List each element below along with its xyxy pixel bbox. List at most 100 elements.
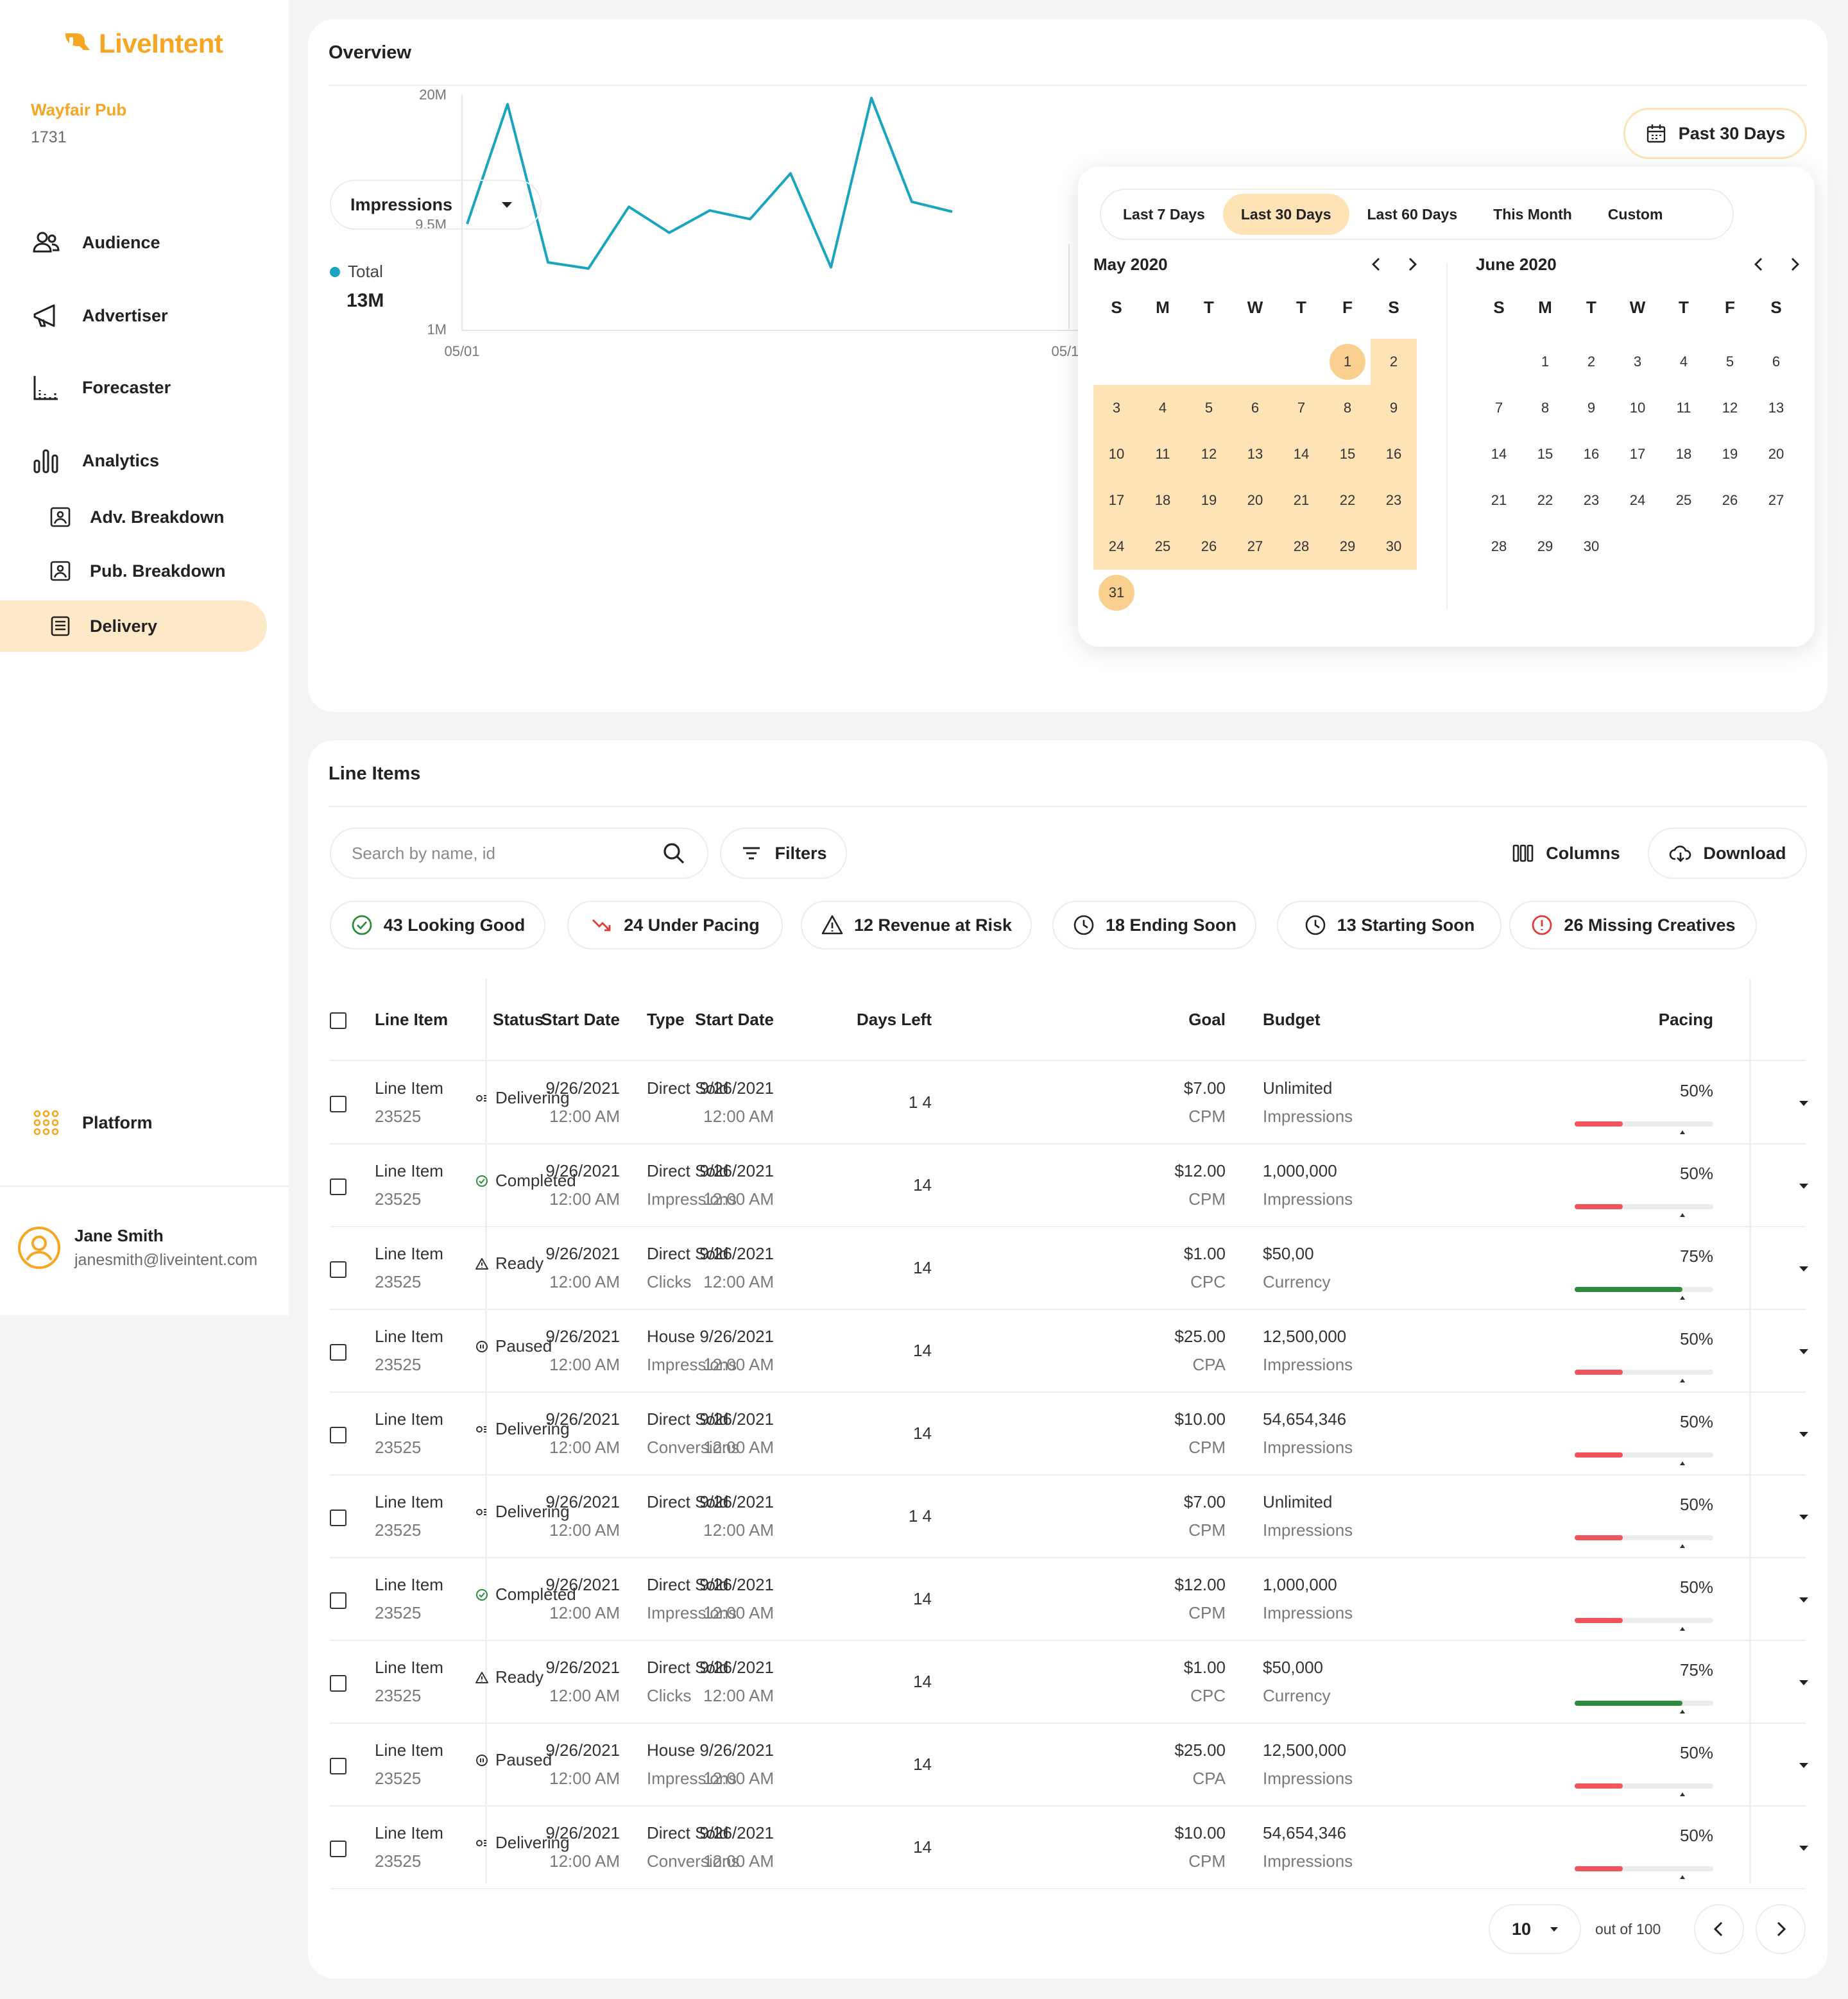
rows-per-page-select[interactable]: 10 [1489, 1904, 1581, 1954]
row-checkbox[interactable] [330, 1841, 346, 1857]
day-cell[interactable]: 8 [1522, 385, 1568, 431]
expand-row-icon[interactable] [1799, 1846, 1808, 1851]
expand-row-icon[interactable] [1799, 1184, 1808, 1189]
day-cell[interactable]: 6 [1232, 385, 1278, 431]
day-cell[interactable]: 13 [1753, 385, 1799, 431]
col-start-date[interactable]: Start Date [541, 1010, 620, 1029]
table-row[interactable]: Line Item 23525 Paused House Impressions 9/26… [330, 1724, 1808, 1807]
day-cell[interactable]: 16 [1371, 431, 1417, 477]
col-budget[interactable]: Budget [1263, 1010, 1321, 1029]
next-page-button[interactable] [1756, 1904, 1806, 1954]
day-cell[interactable]: 17 [1614, 431, 1661, 477]
chevron-right-icon[interactable] [1404, 256, 1421, 273]
prev-page-button[interactable] [1694, 1904, 1744, 1954]
col-line-item[interactable]: Line Item [375, 1010, 449, 1029]
day-cell[interactable]: 4 [1140, 385, 1186, 431]
day-cell[interactable]: 6 [1753, 339, 1799, 385]
expand-row-icon[interactable] [1799, 1515, 1808, 1520]
day-cell[interactable]: 23 [1371, 477, 1417, 523]
day-cell[interactable]: 5 [1707, 339, 1753, 385]
row-checkbox[interactable] [330, 1178, 346, 1195]
day-cell[interactable]: 29 [1324, 523, 1371, 570]
nav-audience[interactable]: Audience [0, 217, 267, 268]
day-cell[interactable]: 5 [1186, 385, 1232, 431]
expand-row-icon[interactable] [1799, 1432, 1808, 1437]
user-profile[interactable]: Jane Smith janesmith@liveintent.com [17, 1225, 257, 1270]
day-cell[interactable]: 29 [1522, 523, 1568, 570]
col-pacing[interactable]: Pacing [1658, 1010, 1713, 1029]
day-cell[interactable]: 30 [1568, 523, 1614, 570]
day-cell[interactable]: 11 [1661, 385, 1707, 431]
day-cell[interactable]: 1 [1324, 339, 1371, 385]
chip-starting-soon[interactable]: 13 Starting Soon [1277, 901, 1502, 949]
day-cell[interactable]: 24 [1614, 477, 1661, 523]
day-cell[interactable]: 15 [1324, 431, 1371, 477]
col-goal[interactable]: Goal [1188, 1010, 1226, 1029]
filters-button[interactable]: Filters [720, 828, 847, 879]
day-cell[interactable]: 7 [1476, 385, 1522, 431]
day-cell[interactable]: 12 [1186, 431, 1232, 477]
expand-row-icon[interactable] [1799, 1101, 1808, 1106]
nav-adv-breakdown[interactable]: Adv. Breakdown [0, 491, 267, 543]
day-cell[interactable]: 16 [1568, 431, 1614, 477]
table-row[interactable]: Line Item 23525 Paused House Impressions 9/26… [330, 1311, 1808, 1393]
preset-last-7-days[interactable]: Last 7 Days [1123, 205, 1205, 223]
col-status[interactable]: Status [493, 1010, 544, 1029]
day-cell[interactable]: 28 [1278, 523, 1324, 570]
preset-this-month[interactable]: This Month [1493, 205, 1572, 223]
col-type[interactable]: Type [647, 1010, 685, 1029]
day-cell[interactable]: 13 [1232, 431, 1278, 477]
nav-delivery[interactable]: Delivery [0, 600, 267, 652]
row-checkbox[interactable] [330, 1261, 346, 1278]
day-cell[interactable]: 23 [1568, 477, 1614, 523]
chip-ending-soon[interactable]: 18 Ending Soon [1052, 901, 1256, 949]
logo[interactable]: LiveIntent [62, 28, 223, 59]
day-cell[interactable]: 14 [1278, 431, 1324, 477]
preset-last-60-days[interactable]: Last 60 Days [1367, 205, 1458, 223]
day-cell[interactable]: 11 [1140, 431, 1186, 477]
preset-last-30-days[interactable]: Last 30 Days [1222, 194, 1349, 235]
day-cell[interactable]: 18 [1140, 477, 1186, 523]
day-cell[interactable]: 8 [1324, 385, 1371, 431]
day-cell[interactable]: 12 [1707, 385, 1753, 431]
day-cell[interactable]: 4 [1661, 339, 1707, 385]
day-cell[interactable]: 19 [1707, 431, 1753, 477]
expand-row-icon[interactable] [1799, 1680, 1808, 1685]
day-cell[interactable]: 30 [1371, 523, 1417, 570]
col-start-date-2[interactable]: Start Date [695, 1010, 774, 1029]
day-cell[interactable]: 2 [1568, 339, 1614, 385]
nav-analytics[interactable]: Analytics [0, 435, 267, 486]
table-row[interactable]: Line Item 23525 Delivering Direct Sold 9/26/… [330, 1062, 1808, 1144]
preset-custom[interactable]: Custom [1607, 205, 1663, 223]
day-cell[interactable]: 10 [1614, 385, 1661, 431]
expand-row-icon[interactable] [1799, 1266, 1808, 1272]
day-cell[interactable]: 10 [1093, 431, 1140, 477]
day-cell[interactable]: 17 [1093, 477, 1140, 523]
col-days-left[interactable]: Days Left [856, 1010, 932, 1029]
day-cell[interactable]: 15 [1522, 431, 1568, 477]
search-input[interactable]: Search by name, id [330, 828, 708, 879]
nav-platform[interactable]: Platform [0, 1097, 267, 1148]
row-checkbox[interactable] [330, 1675, 346, 1692]
day-cell[interactable]: 19 [1186, 477, 1232, 523]
row-checkbox[interactable] [330, 1427, 346, 1443]
expand-row-icon[interactable] [1799, 1597, 1808, 1603]
day-cell[interactable]: 25 [1140, 523, 1186, 570]
day-cell[interactable]: 14 [1476, 431, 1522, 477]
day-cell[interactable]: 2 [1371, 339, 1417, 385]
chevron-left-icon[interactable] [1368, 256, 1385, 273]
chip-revenue-at-risk[interactable]: 12 Revenue at Risk [801, 901, 1032, 949]
table-row[interactable]: Line Item 23525 Completed Direct Sold Impres… [330, 1145, 1808, 1227]
day-cell[interactable]: 27 [1753, 477, 1799, 523]
day-cell[interactable]: 24 [1093, 523, 1140, 570]
day-cell[interactable]: 9 [1568, 385, 1614, 431]
day-cell[interactable]: 21 [1278, 477, 1324, 523]
table-row[interactable]: Line Item 23525 Delivering Direct Sold 9/26/… [330, 1476, 1808, 1558]
day-cell[interactable]: 3 [1614, 339, 1661, 385]
expand-row-icon[interactable] [1799, 1763, 1808, 1768]
columns-button[interactable]: Columns [1489, 828, 1643, 879]
day-cell[interactable]: 25 [1661, 477, 1707, 523]
day-cell[interactable]: 9 [1371, 385, 1417, 431]
day-cell[interactable]: 28 [1476, 523, 1522, 570]
select-all-checkbox[interactable] [330, 1012, 346, 1029]
